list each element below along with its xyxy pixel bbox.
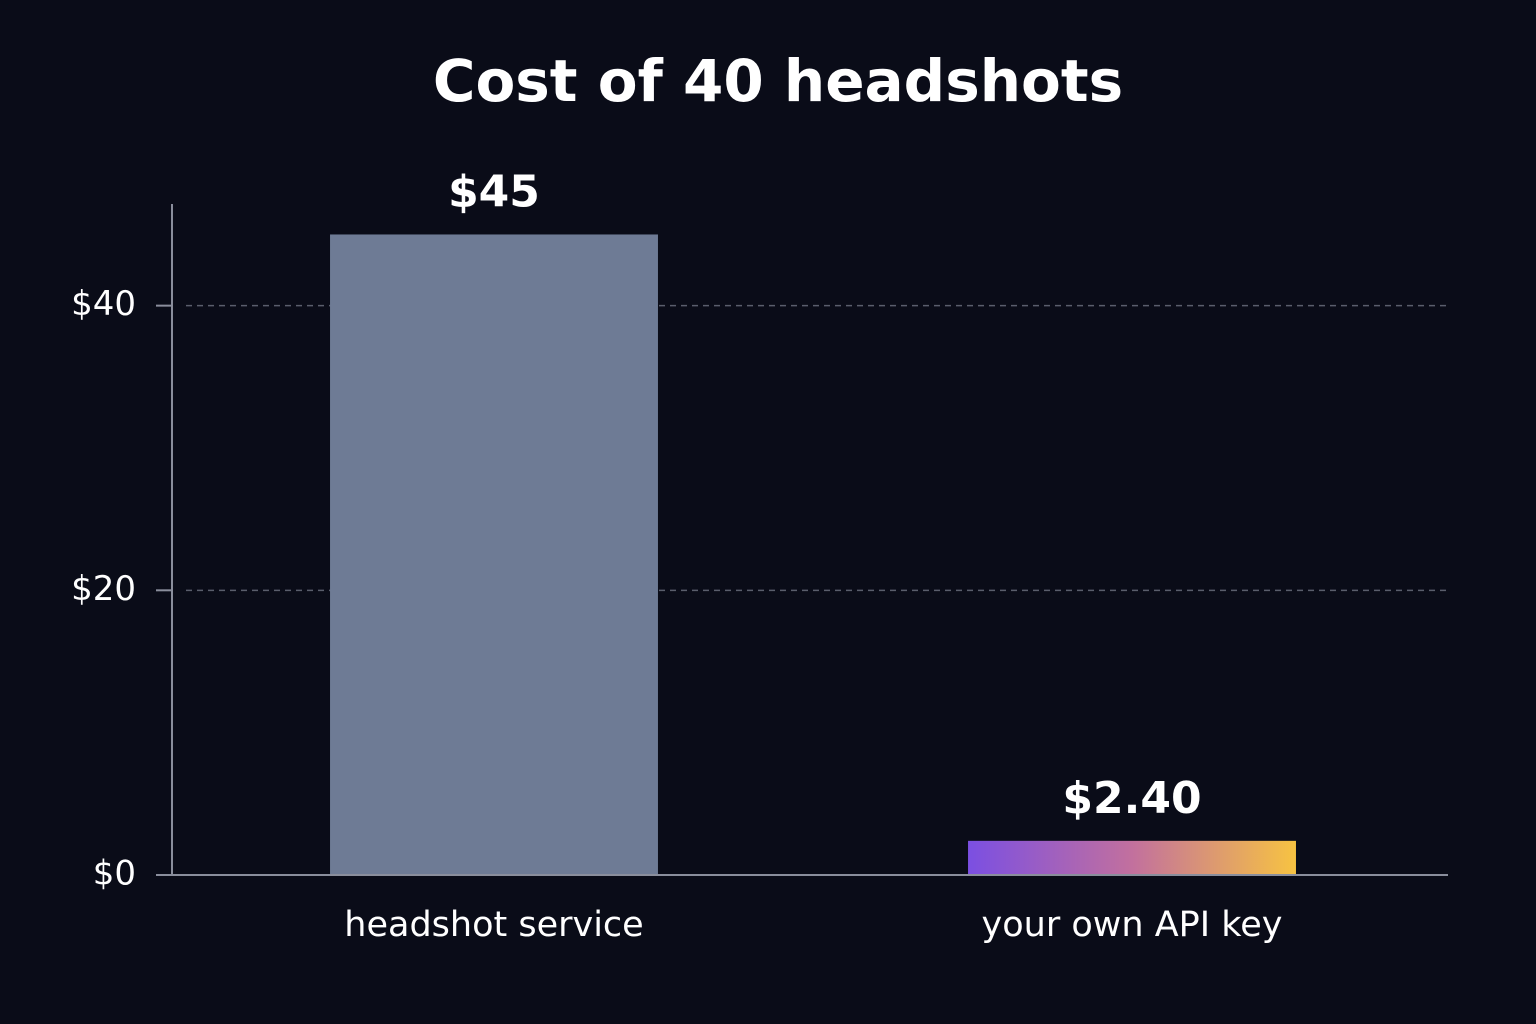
value-label: $2.40	[1062, 773, 1201, 824]
bar	[968, 840, 1296, 875]
chart-title: Cost of 40 headshots	[433, 47, 1123, 115]
x-tick-label: headshot service	[344, 905, 643, 945]
value-label: $45	[448, 166, 540, 217]
y-tick-label: $0	[93, 854, 136, 894]
x-tick-label: your own API key	[982, 905, 1283, 945]
bar	[330, 234, 658, 875]
y-tick-label: $20	[71, 569, 136, 609]
y-tick-label: $40	[71, 284, 136, 324]
